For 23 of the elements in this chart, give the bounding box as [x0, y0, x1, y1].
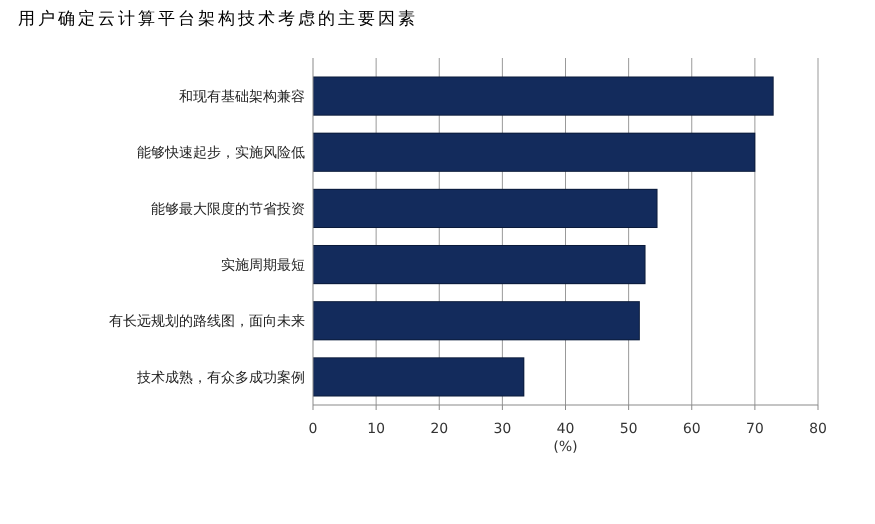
y-tick-label: 技术成熟，有众多成功案例	[136, 368, 305, 386]
x-tick-label: 80	[809, 421, 827, 437]
y-tick-label: 和现有基础架构兼容	[179, 88, 305, 105]
x-tick-label: 60	[682, 421, 701, 437]
x-tick-label: 30	[493, 421, 512, 437]
x-tick-label: 20	[430, 421, 448, 437]
x-tick-label: 10	[367, 421, 386, 437]
x-tick-label: 40	[556, 421, 574, 437]
y-tick-label: 能够快速起步，实施风险低	[137, 145, 305, 162]
bar	[312, 76, 774, 116]
chart-title: 用户确定云计算平台架构技术考虑的主要因素	[18, 9, 418, 29]
y-tick-label: 实施周期最短	[221, 257, 305, 274]
x-tick-label: 70	[746, 421, 764, 437]
bar	[312, 357, 524, 397]
y-tick-label: 有长远规划的路线图，面向未来	[109, 314, 305, 330]
bar	[312, 188, 658, 228]
bar	[312, 132, 756, 172]
x-tick-label: 50	[620, 421, 638, 437]
y-tick-label: 能够最大限度的节省投资	[151, 201, 305, 218]
bar	[312, 301, 640, 340]
bar	[312, 244, 646, 284]
x-tick-label: 0	[308, 421, 318, 437]
x-axis-title: (%)	[553, 439, 578, 455]
